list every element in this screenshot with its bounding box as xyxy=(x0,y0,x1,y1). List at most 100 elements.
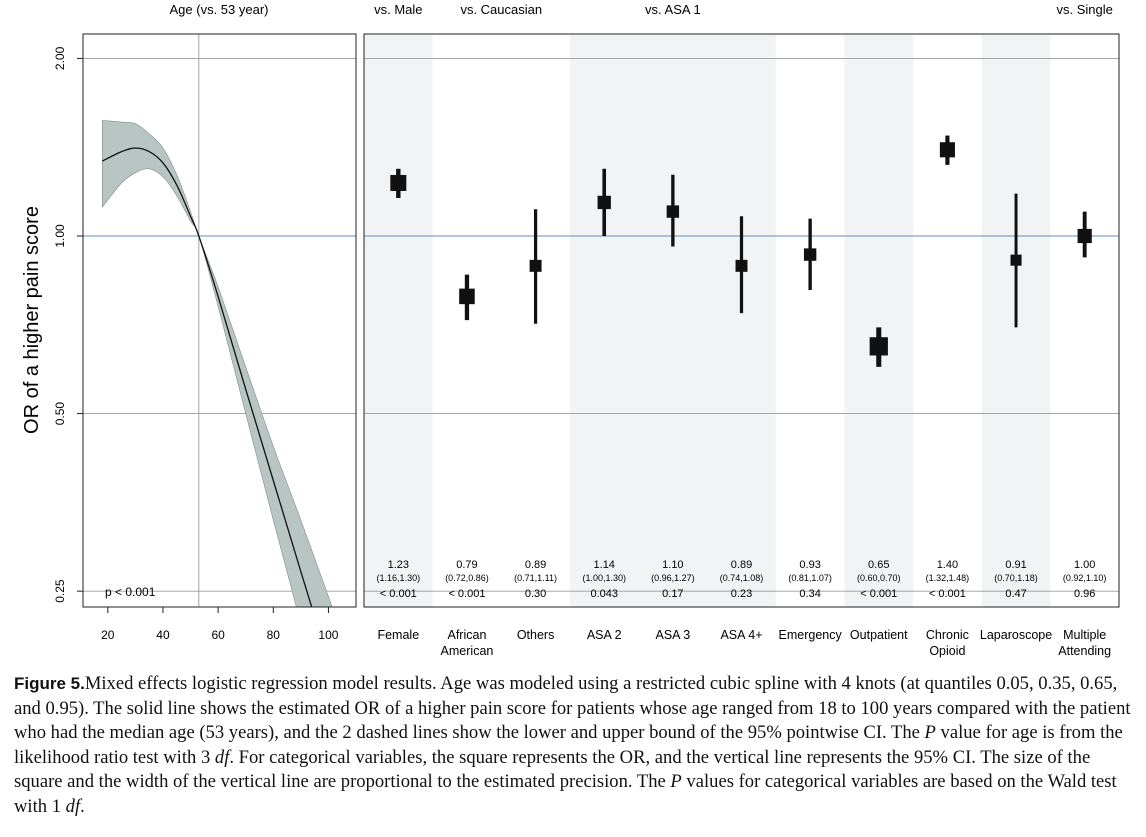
caption-segment: P xyxy=(924,722,936,744)
group-header: vs. Caucasian xyxy=(460,2,542,17)
ci-value: (0.71,1.11) xyxy=(514,573,557,583)
age-panel-header: Age (vs. 53 year) xyxy=(170,2,269,17)
p-value: < 0.001 xyxy=(929,588,966,600)
caption-segment: values for categorical variables are bas… xyxy=(14,771,1117,817)
y-tick-label: 0.50 xyxy=(53,402,67,426)
x-tick-label: 40 xyxy=(156,628,170,642)
caption-segment: . xyxy=(80,795,85,817)
p-value: 0.34 xyxy=(799,588,820,600)
or-square xyxy=(1077,228,1092,244)
age-panel-frame xyxy=(82,33,357,608)
group-shade xyxy=(569,34,776,607)
or-square xyxy=(597,195,611,210)
ci-value: (0.72,0.86) xyxy=(445,573,489,583)
caption-segment: . For categorical variables, the square … xyxy=(14,746,1091,793)
forest-category-labels: Female African American Others ASA 2 ASA 3 ASA… xyxy=(377,628,1111,658)
forest-group-headers: vs. Male vs. Caucasian vs. ASA 1 vs. Single xyxy=(374,2,1113,17)
p-value: 0.47 xyxy=(1005,588,1026,600)
or-value: 1.23 xyxy=(388,559,409,571)
p-value: 0.17 xyxy=(662,588,683,600)
figure-caption: Figure 5.Mixed effects logistic regressi… xyxy=(14,672,1136,820)
category-label: ASA 4+ xyxy=(720,628,762,642)
figure-5-chart: Age (vs. 53 year) OR of a higher pain sc… xyxy=(21,2,1120,658)
or-square xyxy=(390,174,407,191)
caption-segment: value for age is from the likelihood rat… xyxy=(14,722,1123,768)
ci-value: (1.16,1.30) xyxy=(377,573,421,583)
category-label: Emergency xyxy=(779,628,843,642)
or-value: 0.89 xyxy=(731,559,752,571)
age-estimate-line xyxy=(102,147,313,607)
forest-marks xyxy=(390,135,1092,367)
caption-label: Figure 5. xyxy=(14,674,85,693)
ci-value: (0.96,1.27) xyxy=(651,573,695,583)
or-square xyxy=(803,248,817,261)
category-label: Outpatient xyxy=(850,628,908,642)
ci-value: (0.92,1.10) xyxy=(1063,573,1107,583)
age-gridlines xyxy=(83,34,356,607)
ci-value: (1.32,1.48) xyxy=(926,573,970,583)
caption-segment: P xyxy=(670,771,682,793)
ci-value: (0.70,1.18) xyxy=(994,573,1038,583)
or-square xyxy=(666,205,680,218)
or-value: 0.65 xyxy=(868,559,889,571)
forest-panel-frame xyxy=(363,33,1120,608)
x-tick-label: 100 xyxy=(318,628,338,642)
or-value: 1.10 xyxy=(662,559,683,571)
category-label: Chronic xyxy=(926,628,969,642)
p-value: < 0.001 xyxy=(860,588,897,600)
x-tick-label: 60 xyxy=(211,628,225,642)
or-value: 1.14 xyxy=(594,559,615,571)
group-header: vs. Single xyxy=(1056,2,1112,17)
x-axis-ticks: 20 40 60 80 100 xyxy=(101,607,339,642)
or-square xyxy=(939,142,955,158)
ci-value: (0.81,1.07) xyxy=(788,573,832,583)
x-tick-label: 20 xyxy=(101,628,115,642)
y-tick-label: 2.00 xyxy=(53,46,67,70)
or-value: 0.79 xyxy=(456,559,477,571)
caption-segment: df xyxy=(214,746,230,768)
category-label: Opioid xyxy=(929,644,965,658)
group-shade xyxy=(844,34,914,607)
caption-text: Mixed effects logistic regression model … xyxy=(14,673,1131,817)
caption-segment: Mixed effects logistic regression model … xyxy=(14,673,1131,744)
or-square xyxy=(459,288,475,305)
ci-value: (0.60,0.70) xyxy=(857,573,901,583)
y-tick-label: 1.00 xyxy=(53,224,67,248)
age-spline-panel: Age (vs. 53 year) OR of a higher pain sc… xyxy=(21,2,357,642)
category-label: African xyxy=(448,628,487,642)
y-tick-label: 0.25 xyxy=(53,579,67,603)
category-label: Multiple xyxy=(1063,628,1106,642)
or-square xyxy=(735,259,748,272)
forest-group-shading xyxy=(364,34,1051,607)
age-ci-band xyxy=(102,120,333,607)
group-header: vs. Male xyxy=(374,2,422,17)
or-value: 0.93 xyxy=(799,559,820,571)
group-shade xyxy=(364,34,433,607)
or-square xyxy=(1010,254,1022,266)
or-value: 1.40 xyxy=(937,559,958,571)
ci-value: (0.74,1.08) xyxy=(720,573,764,583)
y-axis-label: OR of a higher pain score xyxy=(21,206,43,434)
p-value: 0.96 xyxy=(1074,588,1095,600)
category-label: Laparoscope xyxy=(980,628,1052,642)
caption-segment: df xyxy=(65,795,81,817)
group-header: vs. ASA 1 xyxy=(645,2,701,17)
or-square xyxy=(869,337,888,356)
x-tick-label: 80 xyxy=(267,628,281,642)
or-value: 1.00 xyxy=(1074,559,1095,571)
category-label: ASA 2 xyxy=(587,628,622,642)
age-p-value: p < 0.001 xyxy=(105,585,156,599)
p-value: < 0.001 xyxy=(448,588,485,600)
category-label: Others xyxy=(517,628,555,642)
category-label: American xyxy=(441,644,494,658)
or-square xyxy=(529,259,542,272)
p-value: < 0.001 xyxy=(380,588,417,600)
forest-stat-labels: 1.23 (1.16,1.30) < 0.001 0.79 (0.72,0.86) < 0… xyxy=(377,559,1107,600)
p-value: 0.043 xyxy=(590,588,618,600)
category-label: Female xyxy=(377,628,419,642)
forest-panel: vs. Male vs. Caucasian vs. ASA 1 vs. Single… xyxy=(363,2,1120,658)
y-axis-ticks: 0.25 0.50 1.00 2.00 xyxy=(53,46,83,603)
p-value: 0.30 xyxy=(525,588,546,600)
ci-value: (1.00,1.30) xyxy=(582,573,626,583)
p-value: 0.23 xyxy=(731,588,752,600)
